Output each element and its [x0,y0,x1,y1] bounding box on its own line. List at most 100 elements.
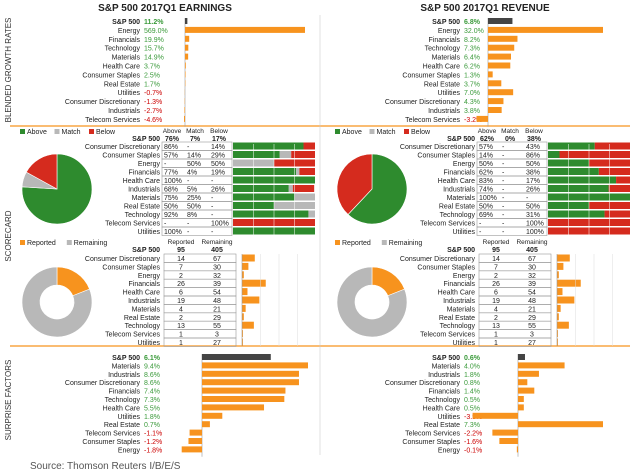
growth-bar [202,396,285,402]
row-value: 0.5% [464,397,480,404]
row-label: Technology [425,46,461,53]
score-bar [548,210,605,218]
cell-value: 77% [164,170,178,177]
cell-value: - [502,229,505,236]
cell-value: - [479,221,482,228]
cell-value: 95 [492,247,500,254]
reported-bar [557,304,561,312]
cell-value: 39 [528,281,536,288]
column-header: Reported [483,239,510,246]
legend-swatch [66,240,72,245]
row-label: Consumer Staples [102,153,160,160]
cell-value: 62% [480,136,495,143]
table-cell [478,287,552,297]
growth-bar [184,107,185,113]
row-label: Real Estate [424,81,460,88]
growth-bar [189,429,202,436]
growth-bar [202,387,286,394]
score-bar [608,185,630,192]
row-label: Materials [432,55,461,62]
table-cell [478,253,552,263]
row-label: Industrials [428,372,460,379]
legend-label: Reported [342,240,371,247]
cell-value: 50% [164,204,178,211]
cell-value: 92% [164,212,178,219]
cell-value: 21 [213,306,221,313]
row-label: Energy [138,273,161,280]
cell-value: 6 [494,290,498,297]
cell-value: 57% [164,153,178,160]
table-cell [163,329,237,339]
row-label: Utilities [117,90,140,97]
legend-label: Match [62,129,81,136]
row-value: 1.8% [144,414,160,421]
score-bar [288,185,293,192]
row-value: -0.7% [144,90,162,97]
growth-bar [488,35,518,42]
cell-value: 100% [526,229,544,236]
row-label: Utilities [117,414,140,421]
row-label: Consumer Staples [402,439,460,446]
row-label: Energy [453,273,476,280]
row-label: Real Estate [104,81,140,88]
row-label: Technology [440,212,476,219]
row-label: Consumer Discretionary [400,144,476,151]
reported-bar [557,321,569,329]
growth-bar [202,412,223,419]
legend-swatch [20,240,25,245]
row-label: S&P 500 [432,355,460,362]
row-value: 0.5% [464,405,480,412]
row-value: 1.3% [464,72,480,79]
score-bar [559,151,630,158]
reported-bar [242,262,249,270]
score-bar [279,151,292,158]
cell-value: 26 [492,281,500,288]
growth-bar [488,71,493,78]
legend-label: Above [27,129,47,136]
row-value: 5.5% [144,405,160,412]
row-label: Real Estate [439,204,475,211]
section-label-surprise: SURPRISE FACTORS [4,360,13,441]
cell-value: 29 [528,315,536,322]
cell-value: 405 [211,247,223,254]
cell-value: 2 [179,315,183,322]
row-label: Materials [432,363,461,370]
row-label: Consumer Staples [82,439,140,446]
row-label: Consumer Discretionary [385,380,461,387]
row-label: Health Care [438,178,475,185]
row-value: -3.2% [464,117,482,124]
table-cell [163,312,237,322]
cell-value: 21 [528,306,536,313]
row-label: Industrials [108,372,140,379]
reported-donut-slice [21,266,93,338]
growth-bar [518,396,524,402]
row-label: Consumer Discretionary [385,99,461,106]
growth-bar [518,421,603,428]
row-label: Consumer Discretionary [400,256,476,263]
legend-label: Below [96,129,116,136]
reported-bar [242,304,246,312]
row-label: Real Estate [424,422,460,429]
cell-value: 4% [187,170,197,177]
column-header: Below [525,128,543,135]
growth-bar [492,429,518,436]
cell-value: 17% [212,136,227,143]
cell-value: 32 [213,273,221,280]
cell-value: 38% [526,170,540,177]
row-label: Industrials [128,187,160,194]
reported-bar [242,288,248,296]
column-header: Above [163,128,182,135]
column-header: Remaining [201,239,232,246]
row-label: Energy [118,447,141,454]
cell-value: - [211,195,214,202]
score-bar [548,142,595,150]
cell-value: - [502,178,505,185]
row-label: Financials [108,37,140,44]
row-value: -1.2% [144,439,162,446]
row-value: 8.6% [144,380,160,387]
table-cell [163,262,237,272]
cell-value: 76% [165,136,180,143]
cell-value: 29% [211,153,225,160]
row-value: 1.4% [464,389,480,396]
row-label: Consumer Staples [417,264,475,271]
